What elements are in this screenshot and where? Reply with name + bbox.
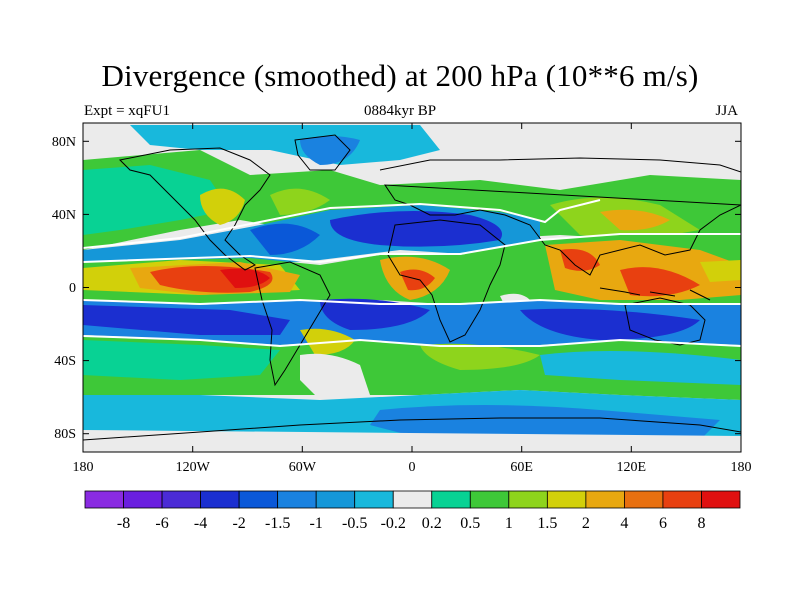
colorbar-label: -0.2 <box>381 515 406 532</box>
colorbar-swatch <box>469 490 510 509</box>
coast-north-america <box>118 147 271 271</box>
field-nh-yellow-2 <box>270 188 330 215</box>
zero-contour-tropics-south <box>83 298 741 306</box>
zero-contour-tropics-north <box>83 233 741 264</box>
colorbar-swatch <box>161 490 201 509</box>
colorbar-swatch <box>624 490 664 509</box>
colorbar-label: 4 <box>620 515 628 532</box>
field-tropics-deep-red <box>220 268 270 288</box>
x-tick-label: 60W <box>289 460 317 475</box>
colorbar-label: -1 <box>310 515 323 532</box>
y-tick-label: 80S <box>54 427 76 442</box>
field-arctic-blue <box>300 136 360 165</box>
zero-contour-nh <box>83 199 601 249</box>
field-sh-teal <box>83 340 280 380</box>
coast-eurasia <box>379 157 741 276</box>
colorbar-label: 8 <box>697 515 705 532</box>
season-label: JJA <box>715 103 738 119</box>
colorbar-swatch <box>84 490 124 509</box>
field-antarctic-blue <box>370 405 720 440</box>
colorbar-label: 2 <box>582 515 590 532</box>
colorbar-label: 1 <box>505 515 513 532</box>
x-tick-label: 180 <box>73 460 94 475</box>
field-asia-red-2 <box>620 267 700 297</box>
colorbar-swatch <box>200 490 240 509</box>
field-sh-blue-deep-3 <box>520 308 700 340</box>
coastlines <box>83 134 741 441</box>
colorbar-label: -6 <box>155 515 168 532</box>
coast-south-america <box>254 261 331 387</box>
coast-australia <box>624 297 706 346</box>
colorbar-swatch <box>238 490 279 509</box>
zero-contour-sh <box>83 335 741 348</box>
field-sh-white-patch <box>300 353 370 400</box>
x-tick-label: 180 <box>731 460 752 475</box>
field-nh-teal <box>83 165 230 235</box>
colorbar-swatch <box>315 490 356 509</box>
y-axis <box>83 140 741 435</box>
field-blue-atlantic <box>250 223 320 255</box>
coast-indonesia <box>599 287 711 301</box>
colorbar-label: -2 <box>232 515 245 532</box>
plot-title: Divergence (smoothed) at 200 hPa (10**6 … <box>101 58 699 93</box>
y-tick-label: 40N <box>52 208 76 223</box>
y-tick-label: 0 <box>69 281 76 296</box>
y-tick-label: 80N <box>52 135 76 150</box>
colorbar-label: -4 <box>194 515 207 532</box>
field-sh-yellow-2 <box>420 343 540 370</box>
colorbar-swatch <box>585 490 625 509</box>
field-sh-blue-deep-1 <box>83 305 290 335</box>
y-tick-label: 40S <box>54 354 76 369</box>
colorbar-swatch <box>508 490 548 509</box>
colorbar-swatch <box>392 490 433 509</box>
colorbar-swatch <box>431 490 471 509</box>
field-asia-yellow <box>700 260 741 282</box>
colorbar-label: -1.5 <box>265 515 290 532</box>
field-nh-orange <box>600 209 670 231</box>
colorbar-swatch <box>546 490 587 509</box>
y-tick-labels: 80N 40N 0 40S 80S <box>52 135 76 442</box>
field-nh-yellow-1 <box>200 188 245 225</box>
coast-greenland <box>294 134 351 171</box>
colorbar-label: -8 <box>117 515 130 532</box>
field-antarctic-white <box>83 430 741 452</box>
experiment-label: Expt = xqFU1 <box>84 103 170 119</box>
colorbar-label: 1.5 <box>537 515 557 532</box>
zero-contours <box>83 199 741 348</box>
field-sh-blue-deep-2 <box>320 298 430 330</box>
coast-africa <box>387 219 506 343</box>
field-nh-blue-deep <box>330 211 502 247</box>
time-label: 0884kyr BP <box>363 103 437 119</box>
colorbar-swatch <box>354 490 394 509</box>
colorbar-label: 0.5 <box>460 515 480 532</box>
colorbar-swatch <box>277 490 317 509</box>
coast-antarctica <box>83 417 741 441</box>
field-africa-red <box>400 269 435 291</box>
x-tick-label: 120E <box>617 460 647 475</box>
colorbar: -8 -6 -4 -2 -1.5 -1 -0.5 -0.2 0.2 0.5 1 1.5 2 4 6 8 <box>84 490 741 532</box>
x-tick-label: 0 <box>409 460 416 475</box>
x-tick-labels: 180 120W 60W 0 60E 120E 180 <box>73 460 752 475</box>
divergence-field <box>83 123 741 452</box>
colorbar-label: -0.5 <box>342 515 367 532</box>
colorbar-label: 0.2 <box>422 515 442 532</box>
x-axis <box>82 123 742 452</box>
colorbar-swatch <box>662 490 702 509</box>
x-tick-label: 120W <box>176 460 211 475</box>
field-asia-red-1 <box>560 249 600 271</box>
colorbar-swatch <box>701 490 741 509</box>
colorbar-label: 6 <box>659 515 667 532</box>
colorbar-swatch <box>123 490 163 509</box>
field-sh-cyan <box>540 351 741 385</box>
field-arctic-cyan <box>130 125 440 165</box>
x-tick-label: 60E <box>510 460 533 475</box>
